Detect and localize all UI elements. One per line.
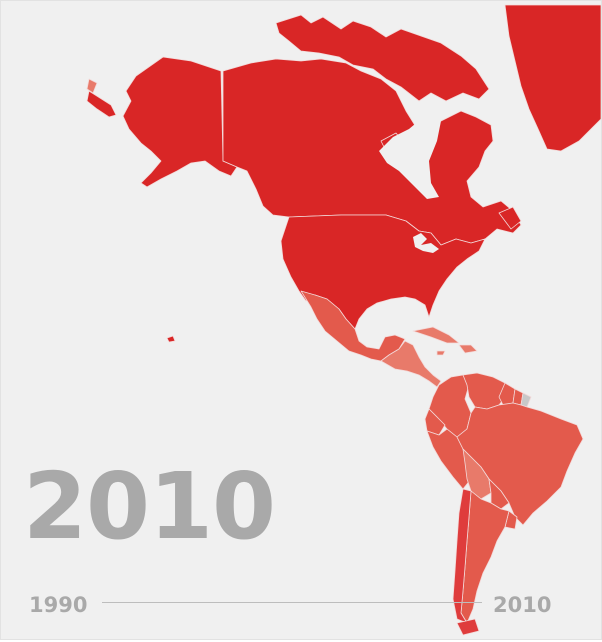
region-jamaica[interactable] — [436, 350, 446, 356]
slider-max-label: 2010 — [493, 593, 552, 617]
hudson-bay — [379, 113, 441, 199]
region-bolivia[interactable] — [462, 448, 492, 500]
region-french-guiana[interactable] — [520, 392, 532, 408]
region-central-america[interactable] — [380, 340, 442, 388]
slider-min-label: 1990 — [29, 593, 88, 617]
region-mexico[interactable] — [300, 290, 406, 362]
region-cuba[interactable] — [412, 326, 460, 344]
region-hawaii[interactable] — [166, 335, 176, 343]
region-hispaniola[interactable] — [458, 344, 478, 354]
region-aleutians[interactable] — [86, 90, 117, 118]
region-alaska[interactable] — [122, 56, 238, 188]
region-alaska-islands[interactable] — [86, 78, 98, 94]
region-chile[interactable] — [452, 488, 472, 624]
region-tierra-del-fuego[interactable] — [456, 618, 480, 636]
region-greenland[interactable] — [504, 4, 601, 152]
year-label: 2010 — [23, 453, 276, 560]
year-slider-track[interactable] — [102, 602, 482, 603]
region-venezuela[interactable] — [462, 372, 508, 410]
great-lakes — [413, 233, 439, 253]
region-canada-arctic[interactable] — [275, 14, 490, 102]
region-newfoundland[interactable] — [498, 206, 522, 230]
